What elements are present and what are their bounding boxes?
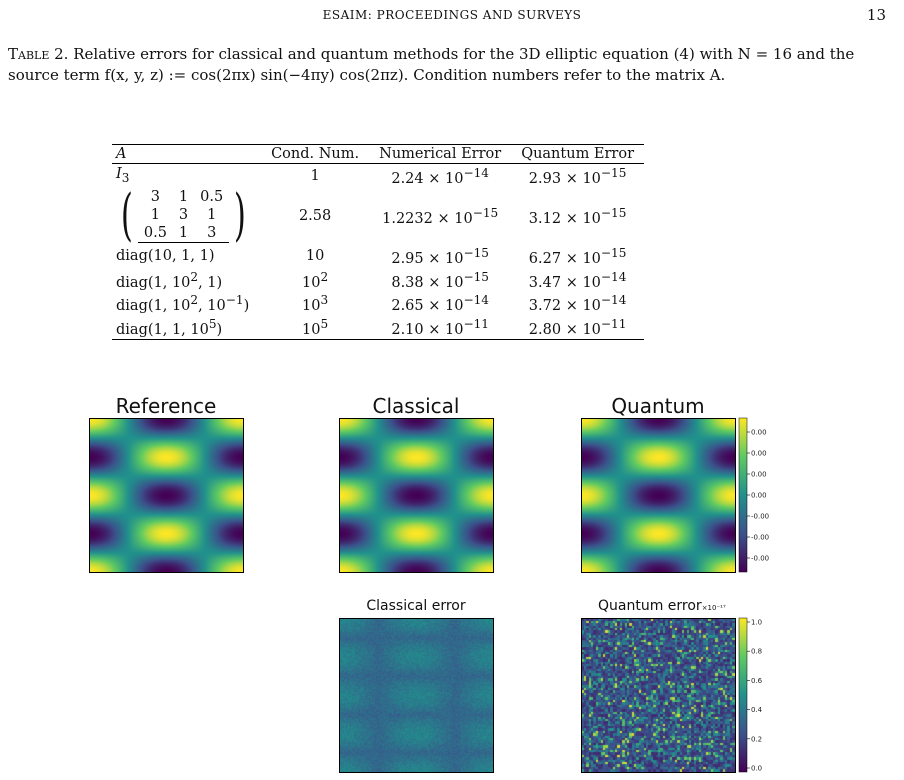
caption-text: Relative errors for classical and quantu… [8, 45, 855, 84]
quantum-heatmap [581, 418, 736, 573]
col-header-a: A [116, 146, 127, 162]
caption-label: Table 2. [8, 45, 69, 63]
table-caption: Table 2. Relative errors for classical a… [8, 44, 888, 86]
table-row: diag(1, 1, 105) 105 2.10 × 10−11 2.80 × … [112, 315, 645, 340]
table-row: diag(10, 1, 1) 10 2.95 × 10−15 6.27 × 10… [116, 245, 627, 267]
quantum-error-colorbar: 1.0 0.8 0.6 0.4 0.2 0.0 [738, 617, 763, 773]
classical-error-title: Classical error [366, 598, 466, 614]
table-row: diag(1, 102, 10−1) 103 2.65 × 10−14 3.72… [116, 293, 627, 315]
col-header-numerical: Numerical Error [379, 146, 502, 162]
reference-title: Reference [115, 394, 217, 418]
classical-title: Classical [372, 394, 460, 418]
quantum-colorbar-tick-label: -0.00 [751, 513, 769, 521]
quantum-error-colorbar-tick-label: 0.4 [751, 706, 763, 714]
quantum-error-colorbar-tick-label: 0.8 [751, 648, 762, 656]
quantum-error-colorbar-tick-label: 0.6 [751, 677, 763, 685]
page-header: ESAIM: PROCEEDINGS AND SURVEYS 13 [0, 6, 904, 28]
table-row: I3 1 2.24 × 10−14 2.93 × 10−15 [116, 165, 627, 187]
page-number: 13 [866, 6, 886, 24]
quantum-error-colorbar-tick-label: 0.0 [751, 765, 762, 773]
quantum-colorbar: 0.00 0.00 0.00 0.00 -0.00 -0.00 -0.00 [738, 417, 769, 573]
table-row: diag(1, 102, 1) 102 8.38 × 10−15 3.47 × … [116, 269, 627, 291]
quantum-colorbar-tick-label: -0.00 [751, 534, 769, 542]
quantum-title: Quantum [611, 394, 705, 418]
quantum-colorbar-tick-label: -0.00 [751, 555, 769, 563]
quantum-error-title: Quantum error×10⁻¹⁷ [598, 598, 726, 614]
quantum-error-colorbar-tick-label: 1.0 [751, 619, 762, 627]
quantum-colorbar-tick-label: 0.00 [751, 429, 767, 437]
quantum-colorbar-tick-label: 0.00 [751, 450, 767, 458]
classical-heatmap [339, 418, 494, 573]
col-header-quantum: Quantum Error [521, 146, 635, 162]
table-header-row: A Cond. Num. Numerical Error Quantum Err… [112, 144, 645, 164]
running-title: ESAIM: PROCEEDINGS AND SURVEYS [322, 8, 582, 22]
classical-error-heatmap [339, 618, 494, 773]
reference-heatmap [89, 418, 244, 573]
quantum-colorbar-tick-label: 0.00 [751, 492, 767, 500]
quantum-error-colorbar-tick-label: 0.2 [751, 735, 762, 743]
col-header-cond: Cond. Num. [271, 146, 360, 162]
quantum-colorbar-tick-label: 0.00 [751, 471, 767, 479]
results-table: A Cond. Num. Numerical Error Quantum Err… [112, 144, 645, 340]
colorbar-multiplier: ×10⁻¹⁷ [701, 604, 726, 612]
quantum-error-heatmap [581, 618, 736, 773]
